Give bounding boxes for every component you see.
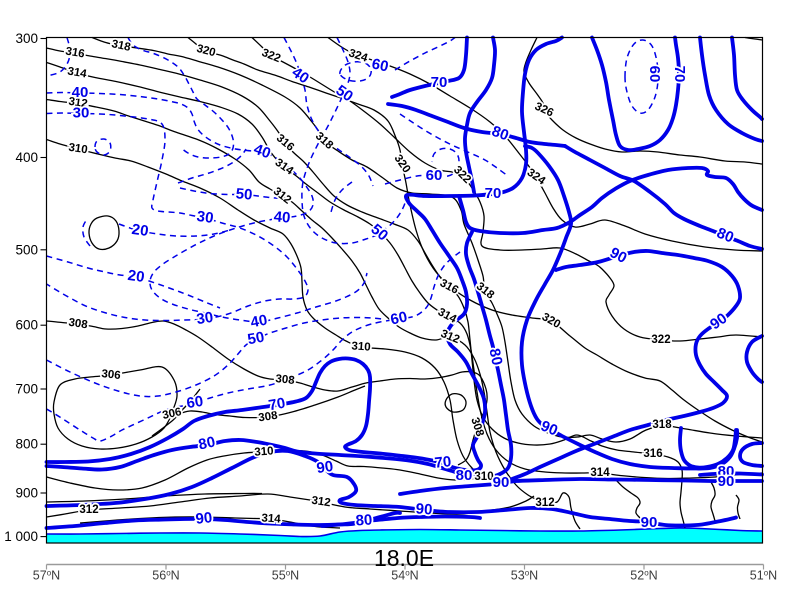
svg-text:312: 312 [79, 504, 98, 516]
svg-text:70: 70 [434, 453, 452, 472]
svg-text:800: 800 [15, 437, 38, 452]
svg-text:318: 318 [652, 419, 672, 431]
svg-text:18.0E: 18.0E [374, 545, 434, 571]
svg-text:310: 310 [474, 471, 493, 483]
svg-text:320: 320 [195, 43, 217, 60]
svg-text:322: 322 [651, 334, 670, 346]
svg-text:57oN: 57oN [33, 569, 60, 583]
svg-text:30: 30 [73, 104, 90, 121]
svg-text:56oN: 56oN [152, 569, 179, 583]
svg-text:70: 70 [267, 395, 286, 415]
svg-text:90: 90 [315, 458, 334, 477]
svg-text:308: 308 [275, 373, 296, 387]
svg-text:60: 60 [185, 393, 204, 412]
svg-text:306: 306 [101, 368, 121, 382]
svg-text:80: 80 [718, 463, 735, 480]
svg-text:90: 90 [718, 473, 735, 490]
svg-text:40: 40 [249, 312, 268, 332]
svg-text:316: 316 [65, 45, 86, 60]
svg-text:40: 40 [273, 208, 291, 226]
svg-text:60: 60 [426, 167, 443, 184]
svg-text:54oN: 54oN [391, 569, 418, 583]
svg-text:90: 90 [493, 474, 510, 491]
svg-text:60: 60 [370, 55, 390, 75]
svg-text:30: 30 [196, 208, 215, 227]
svg-text:30: 30 [195, 309, 214, 328]
svg-text:50: 50 [246, 329, 265, 349]
svg-text:308: 308 [68, 317, 89, 332]
svg-text:70: 70 [671, 66, 688, 83]
svg-text:900: 900 [15, 486, 38, 501]
svg-text:1 000: 1 000 [4, 529, 38, 544]
svg-text:80: 80 [485, 347, 505, 367]
svg-text:80: 80 [197, 433, 217, 453]
svg-text:60: 60 [646, 66, 663, 83]
svg-text:70: 70 [431, 74, 448, 91]
svg-text:310: 310 [254, 445, 274, 458]
svg-text:80: 80 [456, 467, 473, 484]
svg-text:312: 312 [68, 96, 89, 111]
svg-text:312: 312 [311, 495, 332, 510]
svg-text:314: 314 [261, 512, 282, 525]
svg-text:310: 310 [68, 142, 89, 157]
svg-text:80: 80 [355, 511, 373, 529]
svg-text:51oN: 51oN [750, 569, 777, 583]
svg-text:40: 40 [72, 84, 89, 101]
svg-text:700: 700 [15, 382, 38, 397]
svg-text:53oN: 53oN [511, 569, 538, 583]
svg-text:60: 60 [389, 308, 409, 328]
svg-text:312: 312 [535, 497, 554, 509]
svg-text:314: 314 [67, 65, 89, 80]
svg-text:90: 90 [641, 514, 658, 531]
svg-text:400: 400 [15, 150, 38, 165]
svg-text:310: 310 [351, 340, 371, 353]
svg-text:600: 600 [15, 318, 38, 333]
svg-text:70: 70 [485, 185, 502, 202]
svg-text:20: 20 [127, 267, 146, 286]
svg-text:306: 306 [161, 406, 182, 422]
svg-text:20: 20 [131, 221, 150, 240]
svg-text:50: 50 [235, 185, 253, 203]
svg-text:52oN: 52oN [630, 569, 657, 583]
svg-text:90: 90 [415, 500, 433, 518]
svg-text:316: 316 [643, 448, 662, 460]
svg-text:90: 90 [195, 509, 213, 528]
svg-text:308: 308 [258, 410, 279, 425]
svg-text:300: 300 [15, 31, 38, 46]
svg-text:314: 314 [590, 467, 610, 479]
svg-text:500: 500 [15, 242, 38, 257]
svg-text:55oN: 55oN [272, 569, 299, 583]
